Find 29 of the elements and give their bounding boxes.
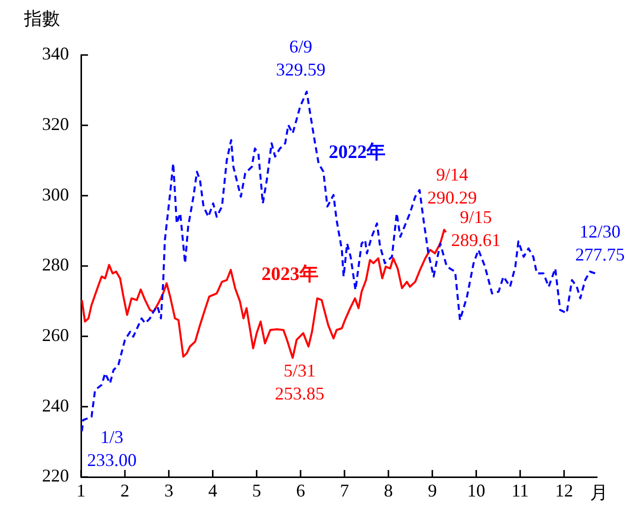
series-label: 2022年 [328,142,386,164]
x-tick-label: 1 [76,480,86,501]
y-tick-label: 300 [42,184,69,204]
x-tick-label: 4 [208,480,218,501]
y-axis-title: 指數 [23,8,60,29]
y-tick-label: 280 [42,254,69,275]
annotation: 1/3 233.00 [87,427,137,470]
y-tick-label: 240 [42,395,69,416]
x-tick-label: 3 [164,480,174,501]
x-tick-label: 10 [467,480,486,501]
x-tick-label: 8 [384,480,393,501]
x-tick-label: 6 [296,480,306,501]
x-tick-label: 2 [120,480,130,501]
annotation: 9/14 290.29 [427,164,477,208]
y-tick-label: 260 [42,325,69,346]
x-tick-label: 9 [428,480,437,501]
x-tick-label: 11 [511,480,529,501]
annotation: 12/30 277.75 [575,222,625,265]
annotation: 6/9 329.59 [276,36,326,80]
y-tick-label: 320 [42,114,69,134]
annotation: 9/15 289.61 [451,206,501,250]
annotation: 5/31 253.85 [274,360,324,404]
x-tick-label: 5 [252,480,262,501]
x-axis-title: 月 [590,482,608,503]
x-tick-label: 7 [340,480,349,501]
y-tick-label: 220 [42,466,69,486]
series-label: 2023年 [262,264,319,286]
y-tick-label: 340 [42,44,69,64]
x-tick-label: 12 [555,480,574,501]
